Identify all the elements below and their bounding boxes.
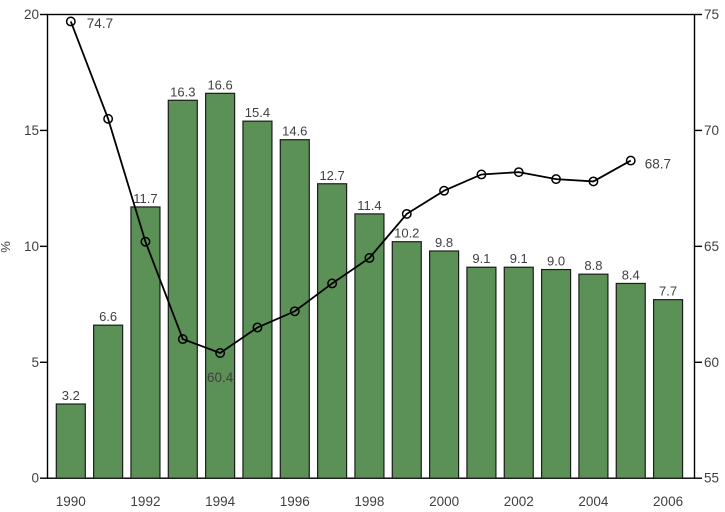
bar-2005 bbox=[615, 282, 646, 479]
right-axis-tick-label: 60 bbox=[704, 355, 719, 370]
bar-value-label: 15.4 bbox=[245, 105, 270, 120]
line-marker-2000 bbox=[439, 185, 450, 196]
line-marker-2002 bbox=[513, 167, 524, 178]
bar-2001 bbox=[466, 266, 497, 479]
x-axis-tick-label: 2006 bbox=[653, 494, 683, 509]
left-axis-tick-label: 5 bbox=[31, 355, 39, 370]
bar-1999 bbox=[391, 241, 422, 479]
bar-value-label: 11.4 bbox=[357, 198, 381, 213]
bar-value-label: 9.0 bbox=[547, 254, 565, 269]
line-series-path bbox=[69, 21, 632, 355]
bar-1991 bbox=[93, 324, 124, 479]
x-axis-tick-label: 1998 bbox=[354, 494, 384, 509]
right-axis-tick-label: 70 bbox=[704, 123, 719, 138]
right-axis-tick-label: 55 bbox=[704, 471, 719, 486]
bar-value-label: 7.7 bbox=[659, 284, 677, 299]
line-marker-2003 bbox=[551, 174, 562, 185]
bar-2000 bbox=[429, 250, 460, 479]
left-axis-tick-label: 20 bbox=[24, 7, 39, 22]
right-axis-tick-label: 65 bbox=[704, 239, 719, 254]
x-axis-tick-label: 1990 bbox=[56, 494, 86, 509]
line-marker-2005 bbox=[625, 155, 636, 166]
line-marker-1990 bbox=[65, 16, 76, 27]
x-axis-tick-label: 2000 bbox=[429, 494, 459, 509]
line-marker-1996 bbox=[289, 306, 300, 317]
line-marker-1995 bbox=[252, 322, 263, 333]
bar-2004 bbox=[578, 273, 609, 479]
bar-1993 bbox=[167, 99, 198, 479]
left-axis-tick-label: 15 bbox=[24, 123, 39, 138]
line-marker-2001 bbox=[476, 169, 487, 180]
line-marker-1994 bbox=[215, 348, 226, 358]
x-axis-tick-label: 1992 bbox=[130, 494, 160, 509]
bar-value-label: 11.7 bbox=[133, 191, 157, 206]
bar-value-label: 8.4 bbox=[622, 267, 640, 282]
line-marker-1991 bbox=[103, 113, 114, 124]
left-axis-title: % bbox=[0, 241, 13, 253]
line-annotation-2005: 68.7 bbox=[645, 157, 671, 172]
bar-value-label: 8.8 bbox=[584, 258, 602, 273]
line-marker-2004 bbox=[588, 176, 599, 187]
bar-value-label: 16.3 bbox=[170, 84, 195, 99]
line-annotation-1990: 74.7 bbox=[87, 16, 113, 31]
bar-value-label: 12.7 bbox=[319, 168, 344, 183]
left-axis-tick-label: 0 bbox=[31, 471, 39, 486]
x-axis-tick-label: 1994 bbox=[205, 494, 236, 509]
bar-1995 bbox=[242, 120, 273, 479]
x-axis-tick-label: 2002 bbox=[504, 494, 534, 509]
bar-value-label: 16.6 bbox=[207, 77, 232, 92]
x-axis-tick-label: 2004 bbox=[578, 494, 609, 509]
bar-value-label: 9.1 bbox=[472, 251, 490, 266]
bar-2006 bbox=[652, 299, 684, 479]
line-marker-1992 bbox=[140, 236, 151, 247]
line-marker-1999 bbox=[401, 208, 412, 219]
bar-1992 bbox=[130, 206, 161, 479]
right-axis-tick-label: 75 bbox=[704, 7, 719, 22]
line-marker-1998 bbox=[364, 252, 375, 263]
bar-value-label: 6.6 bbox=[99, 309, 117, 324]
bar-1997 bbox=[317, 183, 348, 479]
bar-value-label: 9.1 bbox=[510, 251, 528, 266]
bar-value-label: 10.2 bbox=[394, 226, 419, 241]
line-marker-1993 bbox=[177, 334, 188, 345]
bar-value-label: 3.2 bbox=[62, 388, 80, 403]
left-axis-tick-label: 10 bbox=[24, 239, 39, 254]
bar-value-label: 14.6 bbox=[282, 124, 307, 139]
bar-value-label: 9.8 bbox=[435, 235, 453, 250]
line-marker-1997 bbox=[327, 278, 338, 289]
line-annotation-1994: 60.4 bbox=[207, 370, 234, 385]
x-axis-tick-label: 1996 bbox=[280, 494, 310, 509]
bar-1994 bbox=[205, 92, 236, 479]
bar-1996 bbox=[279, 139, 310, 479]
bar-1990 bbox=[55, 403, 86, 479]
bar-2002 bbox=[503, 266, 534, 479]
bar-2003 bbox=[540, 268, 572, 479]
